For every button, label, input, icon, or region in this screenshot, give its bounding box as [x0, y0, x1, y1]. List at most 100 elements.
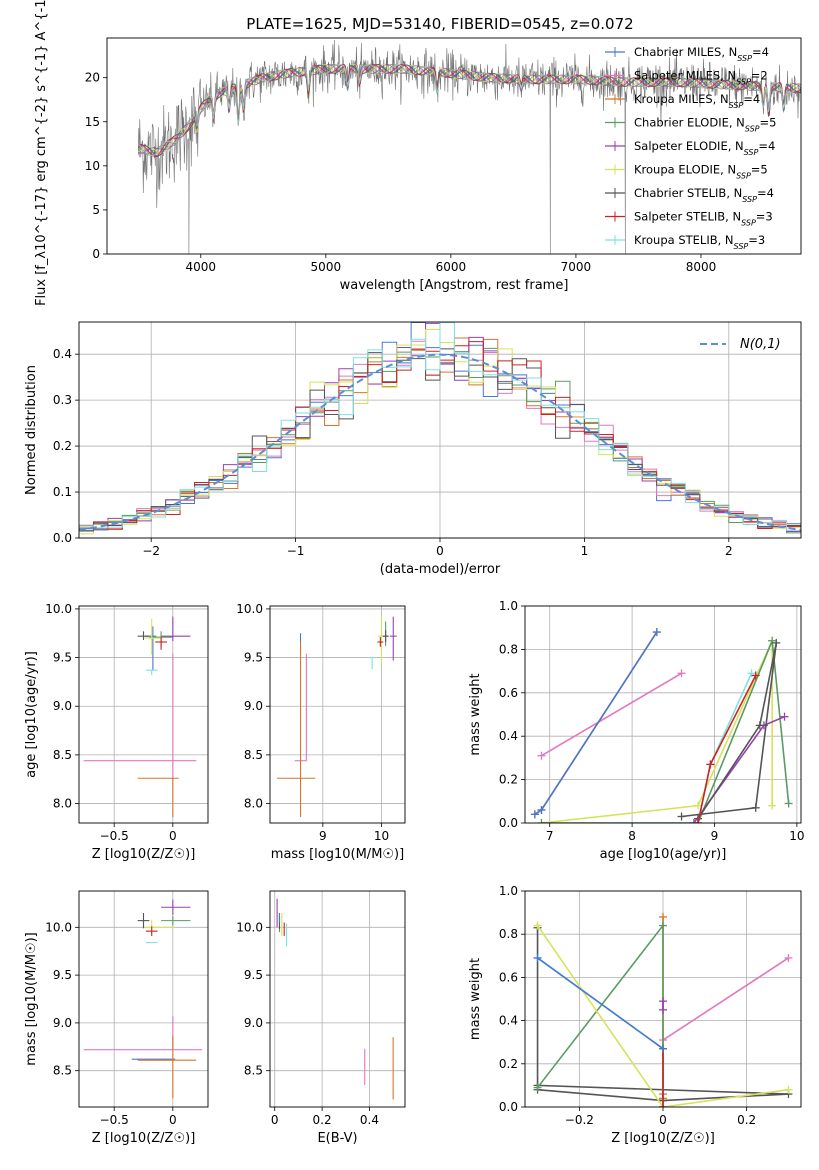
- legend-sub: SSP: [736, 77, 751, 86]
- x-tick-label: −0.5: [100, 1113, 129, 1127]
- x-tick-label: 6000: [436, 260, 467, 274]
- data-point: [83, 1016, 203, 1051]
- weight-marker: [751, 671, 760, 680]
- weight-marker: [689, 819, 698, 823]
- data-point: [83, 653, 197, 781]
- y-axis-label: Flux [f_λ10^{-17} erg cm^{-2} s^{-1} A^{…: [34, 0, 49, 306]
- x-tick-label: 0: [659, 1113, 667, 1127]
- y-tick-label: 8.5: [53, 1064, 72, 1078]
- weight-marker: [659, 997, 667, 1006]
- model-spectrum: [137, 63, 801, 157]
- data-point: [382, 630, 389, 643]
- data-point: [137, 631, 150, 641]
- plot-area: [79, 322, 801, 538]
- weight-line: [693, 715, 785, 823]
- x-tick-label: 1: [581, 544, 589, 558]
- weight-marker: [747, 669, 756, 678]
- data-point: [378, 616, 386, 666]
- data-point: [161, 915, 191, 926]
- legend-nssp: =4: [743, 92, 760, 106]
- axes-frame: [106, 37, 802, 255]
- y-tick-label: 0.0: [53, 531, 72, 545]
- legend-nssp: =4: [757, 186, 774, 200]
- residual-histogram: [79, 322, 801, 538]
- y-tick-label: 0.2: [499, 1057, 518, 1071]
- data-point: [277, 642, 316, 818]
- y-tick-label: 10.0: [236, 602, 263, 616]
- y-tick-label: 0.1: [53, 485, 72, 499]
- weight-marker: [659, 1005, 667, 1014]
- weight-marker: [659, 1103, 667, 1107]
- x-tick-label: 4000: [186, 260, 217, 274]
- y-tick-label: 0.4: [53, 347, 72, 361]
- weight-marker: [533, 921, 542, 930]
- figure-title: PLATE=1625, MJD=53140, FIBERID=0545, z=0…: [246, 15, 633, 33]
- x-tick-label: −0.5: [100, 829, 129, 843]
- plot-area: [533, 912, 793, 1107]
- spectrum-legend: Chabrier MILES, NSSP=4 Salpeter MILES, NS…: [605, 45, 776, 251]
- weight-line: [541, 640, 790, 823]
- weight-marker: [706, 760, 715, 769]
- legend-label: Chabrier MILES, NSSP=4: [634, 45, 769, 63]
- weight-marker: [652, 628, 661, 637]
- axes-frame: [524, 890, 802, 1108]
- legend-label: Salpeter MILES, NSSP=2: [634, 69, 768, 87]
- y-axis-label: mass weight: [468, 958, 483, 1040]
- weight-marker: [659, 912, 667, 921]
- weight-marker: [755, 721, 764, 730]
- weight-marker: [784, 953, 793, 962]
- legend-nssp: =4: [758, 139, 775, 153]
- plot-area: [83, 899, 203, 1099]
- y-axis-label: mass [log10(M/M☉)]: [24, 932, 39, 1065]
- legend-sub: SSP: [729, 101, 744, 110]
- weight-marker: [784, 799, 793, 808]
- x-tick-label: 10: [374, 829, 389, 843]
- axes-frame: [78, 605, 209, 824]
- y-tick-label: 9.0: [244, 699, 263, 713]
- model-spectrum: [138, 63, 801, 154]
- y-tick-label: 9.5: [53, 968, 72, 982]
- panel-mass_vs_ebv: 0 0.2 0.4 8.5 9.0 9.5 10.0 E(B-V): [236, 890, 406, 1146]
- data-point: [161, 616, 191, 642]
- x-tick-label: −0.2: [565, 1113, 594, 1127]
- y-tick-label: 20: [85, 71, 100, 85]
- y-tick-label: 9.0: [53, 699, 72, 713]
- legend-nssp: =3: [748, 233, 765, 247]
- weight-marker: [537, 805, 546, 814]
- panel-mass_vs_Z: −0.5 0 8.5 9.0 9.5 10.0 Z [log10(Z/Z☉)] mass [l…: [24, 890, 209, 1146]
- legend-nssp: =4: [752, 45, 769, 59]
- axes-frame: [524, 605, 802, 824]
- x-tick-label: 0: [271, 1113, 279, 1127]
- weight-line: [662, 957, 789, 1041]
- weight-marker: [780, 712, 789, 721]
- y-tick-label: 8.5: [244, 1064, 263, 1078]
- legend-label: Salpeter ELODIE, NSSP=4: [634, 139, 775, 157]
- weight-marker: [768, 636, 777, 645]
- weight-line: [681, 642, 778, 820]
- weight-marker: [768, 801, 777, 810]
- data-point: [389, 616, 397, 661]
- y-tick-label: 0.3: [53, 393, 72, 407]
- axes-frame: [269, 890, 406, 1108]
- x-axis-label: E(B-V): [317, 1131, 357, 1146]
- plot-area: [137, 40, 801, 254]
- x-tick-label: 9: [319, 829, 327, 843]
- x-tick-label: 8000: [686, 260, 717, 274]
- legend-sub: SSP: [734, 242, 749, 251]
- legend-label: Kroupa ELODIE, NSSP=5: [634, 163, 768, 181]
- y-tick-label: 10.0: [236, 920, 263, 934]
- weight-marker: [537, 751, 546, 760]
- legend-sub: SSP: [744, 148, 759, 157]
- plot-area: [277, 616, 397, 818]
- legend-sub: SSP: [737, 54, 752, 63]
- x-tick-label: 0.2: [737, 1113, 756, 1127]
- y-tick-label: 9.5: [53, 651, 72, 665]
- legend-sub: SSP: [736, 171, 751, 180]
- x-tick-label: 0: [169, 1113, 177, 1127]
- panel-spectrum: 4000 5000 6000 7000 8000 0 5 10 15 20 wavelength […: [34, 0, 802, 306]
- legend-nssp: =5: [751, 163, 768, 177]
- weight-marker: [533, 953, 542, 962]
- weight-marker: [772, 638, 781, 647]
